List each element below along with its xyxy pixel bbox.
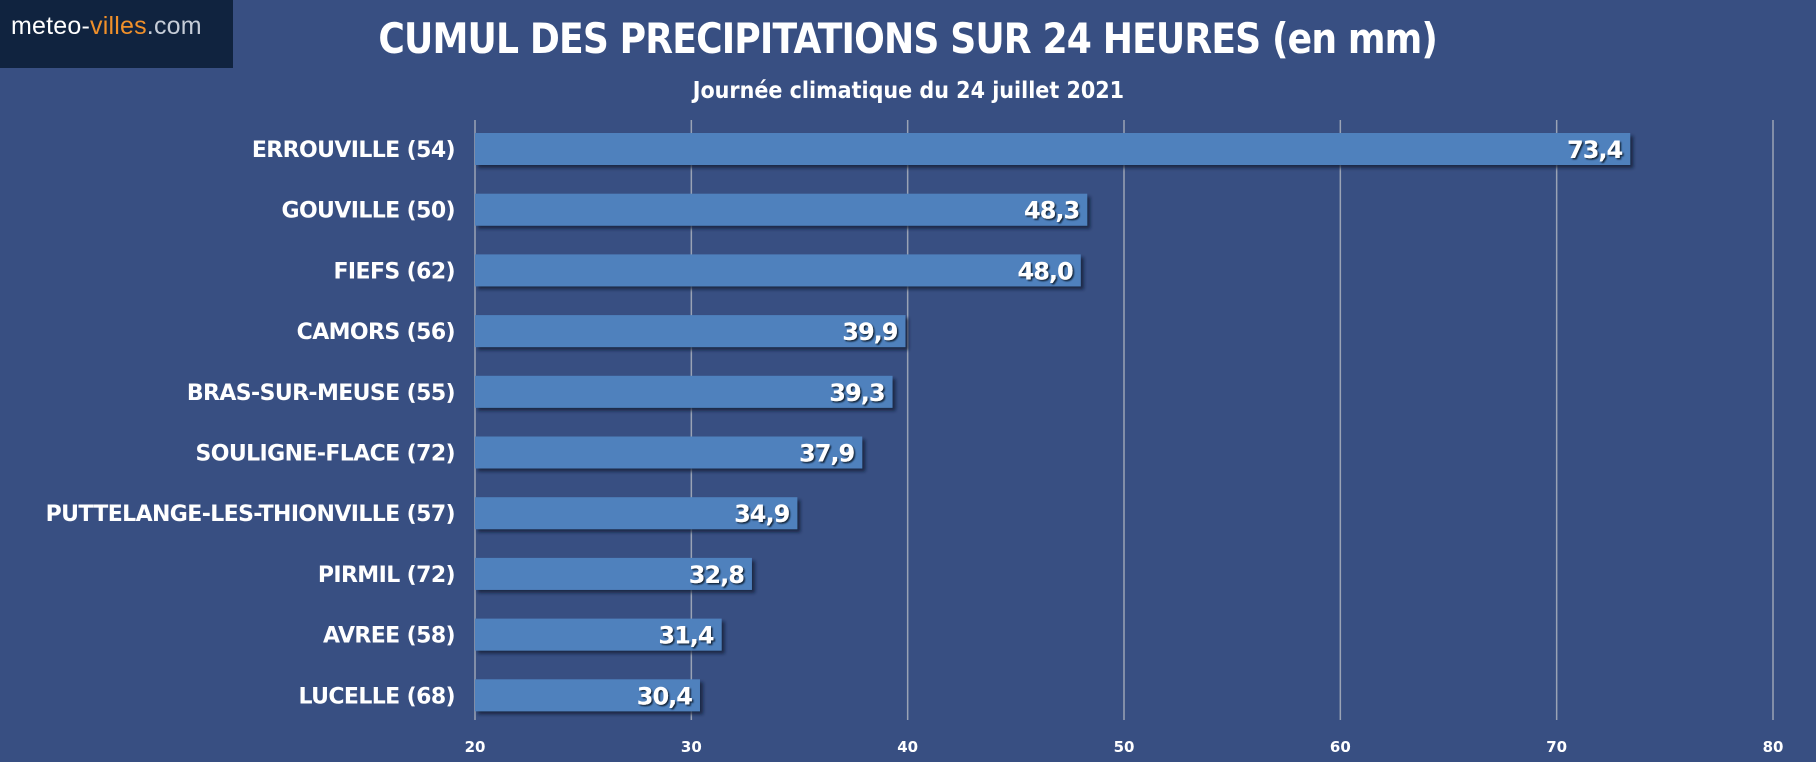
bar — [475, 133, 1631, 165]
category-labels: ERROUVILLE (54) GOUVILLE (50) FIEFS (62) CA… — [46, 138, 456, 709]
data-label: 31,4 — [658, 622, 714, 650]
bar — [475, 193, 1088, 226]
bar — [475, 618, 722, 651]
x-axis-ticks: 20 30 40 50 60 70 80 — [465, 738, 1784, 756]
category-label: FIEFS (62) — [334, 259, 456, 284]
bars — [475, 133, 1631, 712]
x-tick-label: 40 — [897, 738, 918, 756]
chart-title: CUMUL DES PRECIPITATIONS SUR 24 HEURES (… — [378, 14, 1438, 63]
data-label: 30,4 — [637, 682, 693, 710]
logo-text-domain: .com — [146, 12, 202, 40]
bar — [475, 497, 798, 530]
data-label: 39,9 — [842, 318, 898, 346]
data-label: 39,3 — [829, 379, 884, 407]
data-label: 73,4 — [1567, 136, 1623, 164]
x-tick-label: 80 — [1763, 738, 1784, 756]
x-tick-label: 30 — [681, 738, 702, 756]
data-label: 48,0 — [1018, 257, 1074, 285]
logo-text-main: meteo- — [11, 12, 91, 40]
data-label: 48,3 — [1024, 197, 1079, 225]
category-label: AVREE (58) — [323, 624, 455, 649]
data-label: 32,8 — [689, 561, 745, 589]
bar — [475, 436, 863, 469]
category-label: SOULIGNE-FLACE (72) — [196, 442, 455, 467]
value-labels: 73,4 48,3 48,0 39,9 39,3 37,9 34,9 32,8 31,4 30,4 — [637, 136, 1624, 710]
x-tick-label: 50 — [1114, 738, 1135, 756]
x-tick-label: 70 — [1546, 738, 1567, 756]
x-tick-label: 20 — [465, 738, 486, 756]
bar — [475, 254, 1081, 287]
data-label: 37,9 — [799, 440, 855, 468]
bar — [475, 375, 893, 408]
category-label: PIRMIL (72) — [318, 563, 455, 588]
category-label: PUTTELANGE-LES-THIONVILLE (57) — [46, 502, 455, 527]
category-label: LUCELLE (68) — [298, 684, 455, 709]
category-label: BRAS-SUR-MEUSE (55) — [187, 381, 455, 406]
logo-text-accent: villes — [90, 12, 147, 40]
category-label: ERROUVILLE (54) — [252, 138, 455, 163]
site-logo: meteo-villes.com — [0, 0, 233, 68]
bar — [475, 557, 752, 590]
data-label: 34,9 — [734, 500, 790, 528]
chart-subtitle: Journée climatique du 24 juillet 2021 — [692, 78, 1125, 104]
x-tick-label: 60 — [1330, 738, 1351, 756]
category-label: GOUVILLE (50) — [282, 199, 456, 224]
bar — [475, 315, 906, 348]
bar — [475, 679, 700, 712]
category-label: CAMORS (56) — [297, 320, 455, 345]
